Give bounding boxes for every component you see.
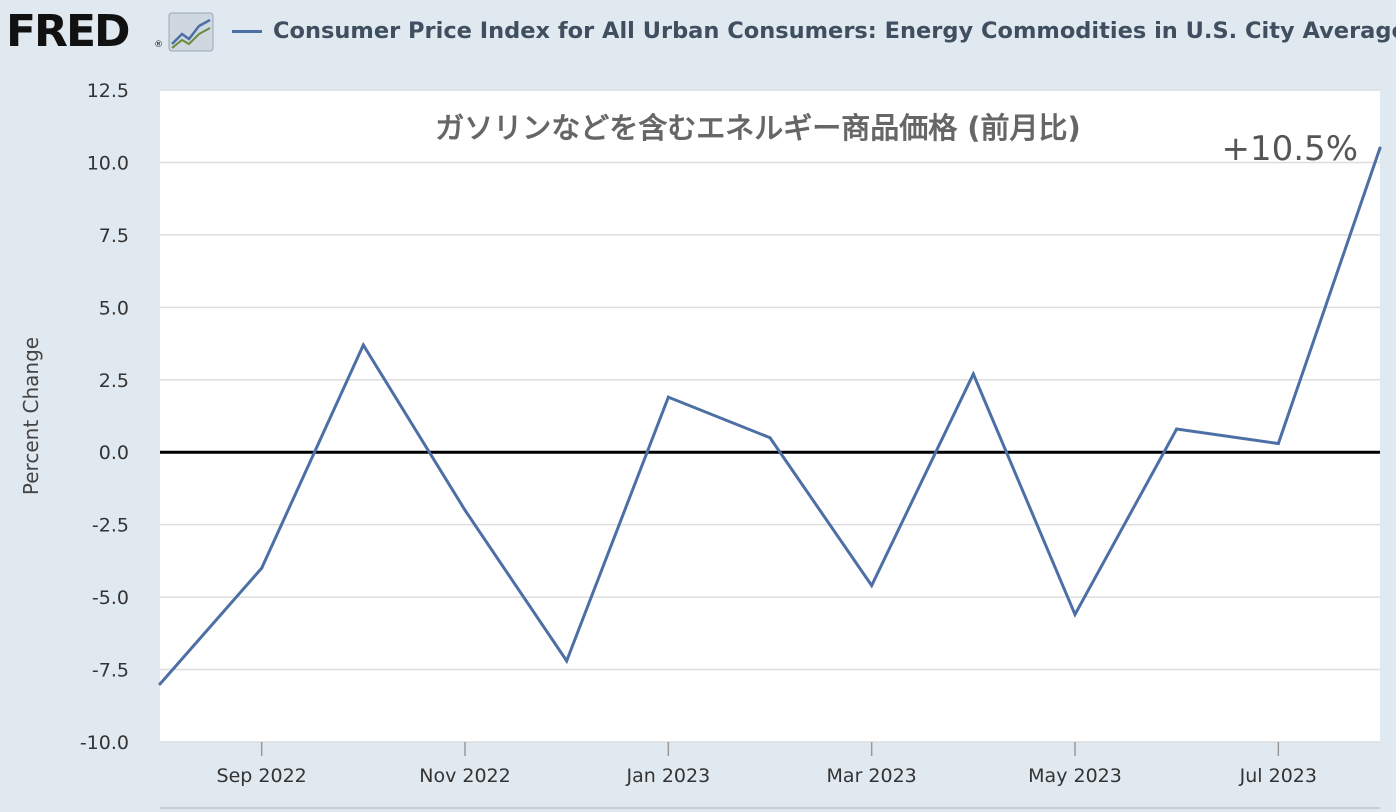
x-tick-label: Jan 2023 bbox=[625, 765, 710, 787]
grid-lines bbox=[160, 89, 1380, 743]
series-points bbox=[158, 146, 1382, 686]
legend-series-label: Consumer Price Index for All Urban Consu… bbox=[273, 18, 1396, 44]
x-tick-label: Mar 2023 bbox=[827, 765, 917, 787]
x-tick-label: May 2023 bbox=[1028, 765, 1122, 787]
y-tick-label: -10.0 bbox=[80, 732, 129, 754]
fred-logo[interactable]: FRED bbox=[6, 6, 131, 57]
data-point[interactable] bbox=[666, 395, 670, 399]
x-axis-tick-labels: Sep 2022 Nov 2022 Jan 2023 Mar 2023 May 2023… bbox=[217, 765, 1317, 787]
data-point[interactable] bbox=[870, 584, 874, 588]
data-point[interactable] bbox=[361, 343, 365, 347]
data-point[interactable] bbox=[565, 659, 569, 663]
data-point[interactable] bbox=[1378, 146, 1382, 150]
fred-logo-registered-mark: ® bbox=[154, 40, 163, 50]
y-axis-title: Percent Change bbox=[19, 337, 43, 495]
y-tick-label: 5.0 bbox=[99, 297, 129, 319]
plot-area-background bbox=[160, 90, 1380, 742]
y-axis-tick-labels: 12.5 10.0 7.5 5.0 2.5 0.0 -2.5 -5.0 -7.5 -10.0 bbox=[80, 80, 129, 754]
x-tick-label: Nov 2022 bbox=[419, 765, 510, 787]
latest-value-annotation: +10.5% bbox=[1222, 129, 1359, 169]
y-tick-label: 12.5 bbox=[87, 80, 129, 102]
y-tick-label: 2.5 bbox=[99, 370, 129, 392]
line-chart-icon[interactable] bbox=[168, 12, 214, 52]
x-tick-label: Jul 2023 bbox=[1239, 765, 1317, 787]
data-point[interactable] bbox=[971, 372, 975, 376]
x-tick-label: Sep 2022 bbox=[217, 765, 307, 787]
data-point[interactable] bbox=[260, 566, 264, 570]
data-point[interactable] bbox=[1175, 427, 1179, 431]
data-point[interactable] bbox=[1276, 442, 1280, 446]
graph-header: FRED ® Consumer Price Index for All Urba… bbox=[0, 0, 1396, 64]
data-point[interactable] bbox=[768, 436, 772, 440]
y-tick-label: -2.5 bbox=[92, 515, 129, 537]
x-axis-ticks bbox=[260, 742, 1280, 756]
data-point[interactable] bbox=[463, 508, 467, 512]
y-tick-label: 0.0 bbox=[99, 442, 129, 464]
y-tick-label: -7.5 bbox=[92, 660, 129, 682]
y-tick-label: 7.5 bbox=[99, 225, 129, 247]
data-point[interactable] bbox=[1073, 612, 1077, 616]
y-tick-label: 10.0 bbox=[87, 152, 129, 174]
chart-title-annotation: ガソリンなどを含むエネルギー商品価格 (前月比) bbox=[435, 111, 1081, 145]
data-point[interactable] bbox=[158, 682, 162, 686]
y-tick-label: -5.0 bbox=[92, 587, 129, 609]
legend-series-swatch bbox=[232, 30, 262, 33]
